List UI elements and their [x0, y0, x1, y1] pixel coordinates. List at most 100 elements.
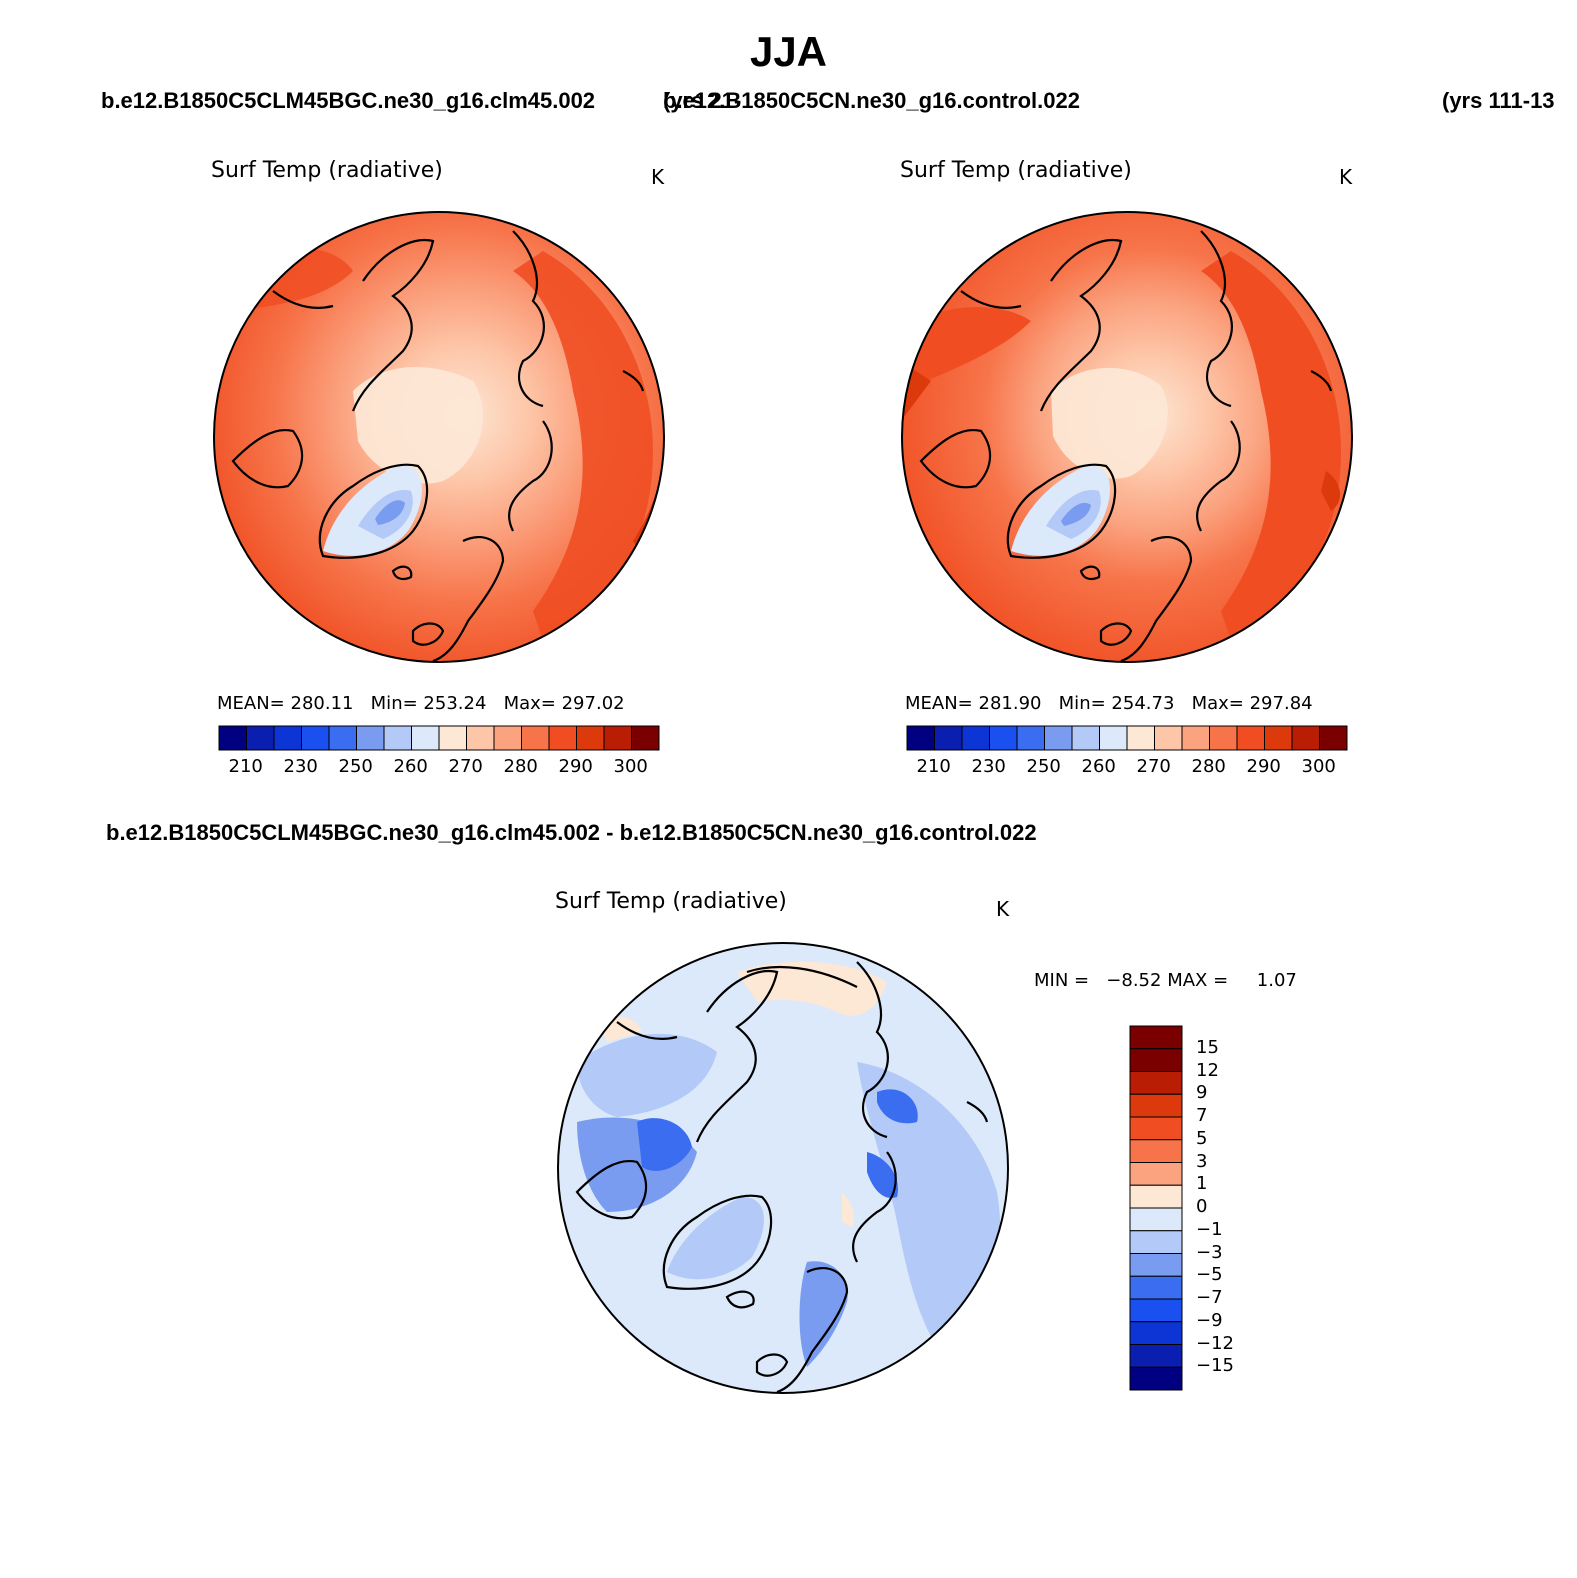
panel3-colorbar-tick-label: −7 — [1196, 1287, 1223, 1308]
panel3-colorbar-tick-label: 7 — [1196, 1105, 1208, 1126]
panel1-units: K — [651, 165, 665, 189]
panel3-min-label: MIN = — [1034, 970, 1090, 991]
panel2-colorbar-tick-label: 290 — [1246, 756, 1281, 777]
panel3-colorbar-swatch — [1129, 1093, 1183, 1118]
panel2-colorbar-tick-label: 210 — [916, 756, 951, 777]
panel2-colorbar-swatch — [989, 725, 1018, 751]
panel2-colorbar-swatch — [934, 725, 963, 751]
panel3-colorbar-swatch — [1129, 1230, 1183, 1254]
panel2-colorbar-swatch — [1181, 725, 1210, 751]
panel1-colorbar-tick-label: 210 — [228, 756, 263, 777]
panel3-colorbar-swatch — [1129, 1366, 1183, 1391]
panel1-colorbar-swatch — [576, 725, 605, 751]
panel2-colorbar-swatch — [1154, 725, 1183, 751]
panel2-colorbar-swatch — [1016, 725, 1045, 751]
panel2-colorbar-tick-label: 230 — [971, 756, 1006, 777]
panel1-title: Surf Temp (radiative) — [211, 158, 443, 183]
panel1-colorbar-swatch — [328, 725, 357, 751]
panel2-mean-value: 281.90 — [978, 693, 1042, 714]
panel3-colorbar-tick-label: −9 — [1196, 1309, 1223, 1331]
panel2-colorbar-tick-label: 280 — [1191, 756, 1226, 777]
panel1-mean-value: 280.11 — [290, 693, 354, 714]
panel2-stats: MEAN= 281.90 Min= 254.73 Max= 297.84 — [905, 693, 1313, 714]
case-a-years: (yrs 21- — [663, 88, 742, 113]
panel2-colorbar-tick-label: 270 — [1136, 756, 1171, 777]
panel1-colorbar-swatch — [301, 725, 330, 751]
panel1-colorbar-tick-label: 300 — [613, 756, 648, 777]
panel2-colorbar-swatch — [906, 725, 935, 751]
panel3-colorbar-swatch — [1129, 1253, 1183, 1277]
panel2-colorbar-tick-label: 300 — [1301, 756, 1336, 777]
panel2-colorbar-swatch — [1044, 725, 1073, 751]
panel2-colorbar-ticks: 210 230 250 260 270 280 290 300 — [907, 756, 1347, 780]
panel2-colorbar-swatch — [1291, 725, 1320, 751]
panel2-title: Surf Temp (radiative) — [900, 158, 1132, 183]
panel1-colorbar-tick-label: 290 — [558, 756, 593, 777]
panel2-max-label: Max= — [1191, 693, 1244, 714]
panel2-colorbar-swatch — [1236, 725, 1265, 751]
case-b-title: b.e12.B1850C5CN.ne30_g16.control.022 — [663, 88, 1080, 113]
panel1-max-label: Max= — [503, 693, 556, 714]
panel3-colorbar-tick-label: −15 — [1196, 1355, 1234, 1377]
case-a-title: b.e12.B1850C5CLM45BGC.ne30_g16.clm45.002 — [101, 88, 596, 113]
panel1-min-value: 253.24 — [423, 693, 487, 714]
panel3-max-value: 1.07 — [1256, 970, 1297, 991]
panel3-colorbar-swatch — [1129, 1207, 1183, 1232]
panel1-colorbar-tick-label: 230 — [283, 756, 318, 777]
panel2-max-value: 297.84 — [1249, 693, 1313, 714]
panel3-units: K — [996, 897, 1010, 921]
panel1-colorbar-swatch — [631, 725, 660, 751]
panel3-colorbar-tick-label: −3 — [1196, 1241, 1223, 1263]
panel2-colorbar-swatch — [1209, 725, 1238, 751]
panel1-colorbar-swatch — [548, 725, 577, 751]
panel1-colorbar-tick-label: 280 — [503, 756, 538, 777]
panel1-stats: MEAN= 280.11 Min= 253.24 Max= 297.02 — [217, 693, 625, 714]
panel1-colorbar-swatch — [493, 725, 522, 751]
panel3-colorbar-swatch — [1129, 1048, 1183, 1072]
panel3-colorbar-swatch — [1129, 1116, 1183, 1141]
panel1-map — [213, 211, 665, 663]
panel1-colorbar-swatch — [246, 725, 275, 751]
panel3-colorbar-swatch — [1129, 1298, 1183, 1323]
panel3-colorbar-tick-label: 1 — [1196, 1173, 1208, 1195]
panel2-colorbar-swatch — [1319, 725, 1348, 751]
panel3-colorbar-tick-label: 0 — [1196, 1196, 1208, 1217]
panel3-colorbar-tick-label: 3 — [1196, 1150, 1208, 1172]
panel3-colorbar-swatch — [1129, 1025, 1183, 1050]
panel2-units: K — [1339, 165, 1353, 189]
panel1-colorbar-swatch — [521, 725, 550, 751]
panel3-stats: MIN = −8.52 MAX = 1.07 — [1034, 970, 1297, 991]
panel3-colorbar-tick-label: 15 — [1196, 1036, 1219, 1058]
panel3-colorbar-swatch — [1129, 1344, 1183, 1368]
panel2-map — [901, 211, 1353, 663]
panel1-colorbar-tick-label: 250 — [338, 756, 373, 777]
panel2-colorbar-swatch — [1099, 725, 1128, 751]
panel1-max-value: 297.02 — [561, 693, 625, 714]
panel2-min-label: Min= — [1058, 693, 1106, 714]
panel2-colorbar-tick-label: 260 — [1081, 756, 1116, 777]
panel2-colorbar — [906, 725, 1348, 751]
panel3-colorbar-ticks: 15 12 9 7 5 3 1 0 −1 −3 −5 −7 −9 −12 −15 — [1196, 1026, 1256, 1390]
panel3-colorbar-swatch — [1129, 1184, 1183, 1209]
panel1-colorbar-swatch — [411, 725, 440, 751]
panel3-colorbar-swatch — [1129, 1275, 1183, 1300]
panel1-colorbar-swatch — [603, 725, 632, 751]
panel3-colorbar-tick-label: −5 — [1196, 1264, 1223, 1286]
panel1-colorbar-swatch — [383, 725, 412, 751]
panel3-colorbar-tick-label: 5 — [1196, 1127, 1208, 1149]
panel3-colorbar-tick-label: 12 — [1196, 1059, 1219, 1081]
panel3-colorbar-swatch — [1129, 1321, 1183, 1345]
diff-title: b.e12.B1850C5CLM45BGC.ne30_g16.clm45.002… — [106, 820, 1037, 845]
panel1-colorbar-swatch — [218, 725, 247, 751]
panel1-mean-label: MEAN= — [217, 693, 285, 714]
panel1-colorbar-tick-label: 270 — [448, 756, 483, 777]
panel2-colorbar-tick-label: 250 — [1026, 756, 1061, 777]
panel3-colorbar-swatch — [1129, 1071, 1183, 1095]
panel2-min-value: 254.73 — [1111, 693, 1175, 714]
panel2-colorbar-swatch — [961, 725, 990, 751]
panel2-colorbar-swatch — [1264, 725, 1293, 751]
panel3-colorbar-swatch — [1129, 1162, 1183, 1186]
panel1-colorbar-swatch — [438, 725, 467, 751]
panel1-colorbar — [218, 725, 660, 751]
panel2-colorbar-swatch — [1126, 725, 1155, 751]
